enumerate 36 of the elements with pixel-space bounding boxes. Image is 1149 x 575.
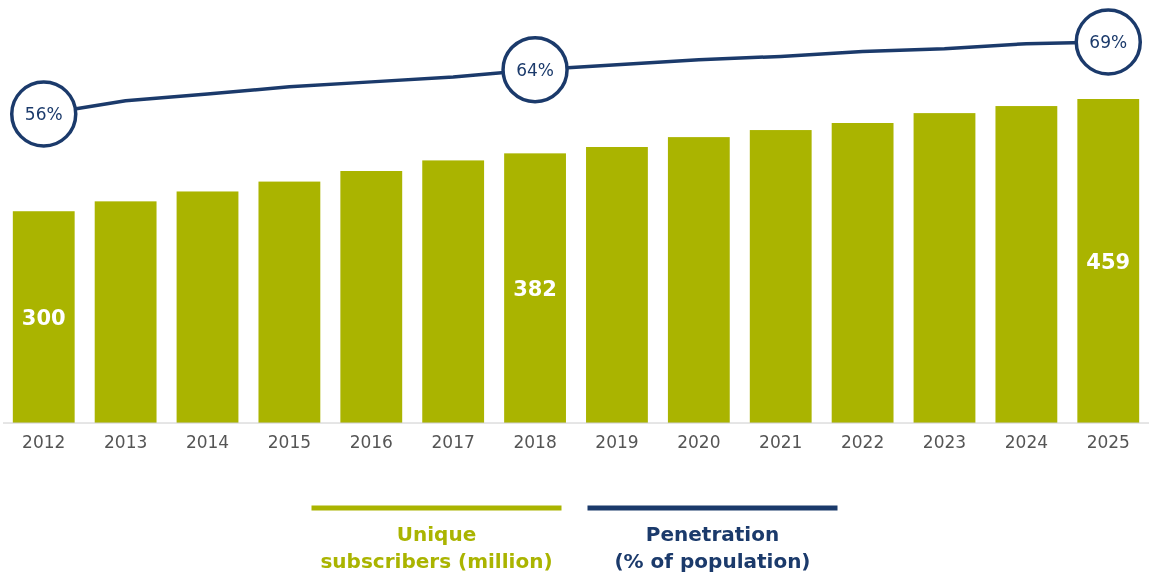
bar (995, 106, 1058, 423)
x-tick-label: 2014 (185, 432, 230, 453)
x-tick-label: 2015 (267, 432, 312, 453)
bar (258, 181, 321, 423)
data-label: 382 (513, 277, 557, 302)
x-tick-label: 2023 (922, 432, 967, 453)
data-label: 300 (21, 306, 66, 331)
x-tick-label: 2017 (431, 432, 475, 453)
bar (1077, 99, 1140, 423)
text: Penetration (% of population) (614, 522, 811, 573)
x-tick-label: 2016 (349, 432, 393, 453)
data-label: 459 (1086, 250, 1131, 274)
data-label: 69% (1089, 32, 1128, 52)
bar (504, 153, 566, 423)
bar (667, 137, 730, 423)
data-label: 56% (24, 104, 63, 124)
bar (913, 113, 976, 423)
x-tick-label: 2021 (759, 432, 803, 453)
bar (586, 147, 648, 423)
x-tick-label: 2018 (513, 432, 557, 453)
bar (12, 211, 75, 423)
data-label: 64% (516, 59, 554, 80)
x-tick-label: 2024 (1004, 432, 1049, 453)
text: Unique subscribers (million) (320, 522, 553, 573)
bar (749, 130, 812, 423)
x-tick-label: 2022 (840, 432, 885, 453)
bar (422, 160, 485, 423)
x-tick-label: 2013 (103, 432, 148, 453)
x-tick-label: 2012 (22, 432, 66, 453)
bar (176, 191, 239, 423)
bar (831, 123, 894, 423)
bar (340, 171, 403, 423)
x-tick-label: 2020 (677, 432, 721, 453)
x-tick-label: 2019 (595, 432, 639, 453)
bar (94, 201, 157, 423)
x-tick-label: 2025 (1086, 432, 1130, 453)
